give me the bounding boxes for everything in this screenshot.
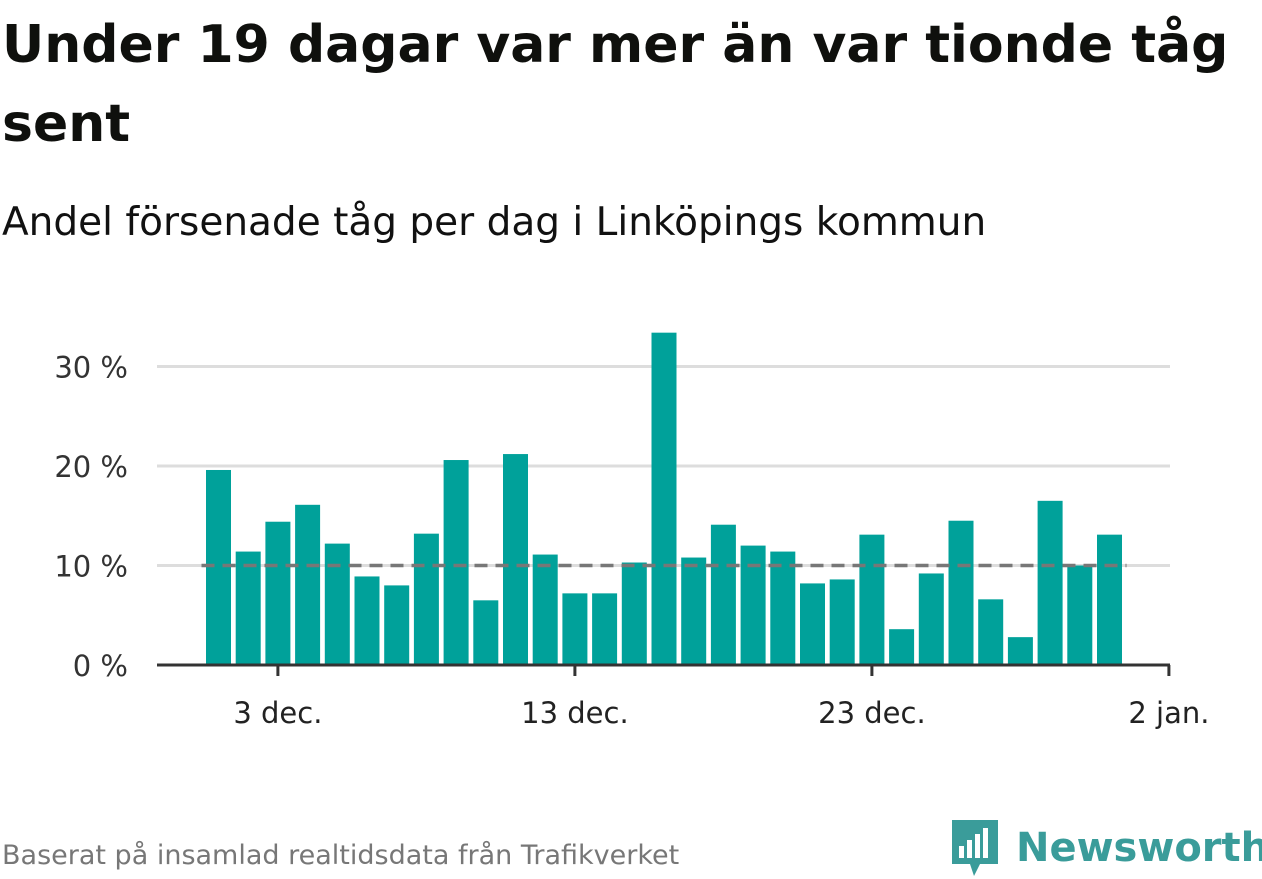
bar [918,573,944,665]
bar [503,454,528,665]
x-tick-label: 3 dec. [233,696,322,730]
bar [592,593,618,665]
x-axis-labels: 3 dec. 13 dec. 23 dec. 2 jan. [233,696,1209,730]
bar [948,520,974,665]
y-tick-label: 20 % [54,450,128,484]
bar [384,585,410,665]
bar [473,600,499,665]
bar [800,583,825,665]
y-tick-label: 10 % [54,550,128,584]
bar [206,469,231,665]
bar [562,593,588,665]
x-tick-label: 23 dec. [818,696,926,730]
bar [1007,637,1033,665]
bar [1097,534,1122,665]
bar [235,551,261,665]
bar [859,534,885,665]
newsworthy-logo-icon [952,820,998,876]
bar [443,460,469,665]
y-tick-label: 0 % [73,649,128,683]
bar [413,533,439,665]
bar [1067,565,1093,665]
bars [206,332,1122,665]
source-note: Baserat på insamlad realtidsdata från Tr… [2,840,680,871]
bar [978,599,1004,665]
bar [710,524,736,665]
chart-subtitle: Andel försenade tåg per dag i Linköpings… [2,200,987,245]
x-tick-label: 13 dec. [521,696,629,730]
bar [354,576,380,665]
bar [889,629,915,665]
brand-name: Newsworthy [1016,825,1262,871]
bar [265,521,291,665]
bar [295,504,321,665]
bar [829,579,855,665]
bar [621,562,647,665]
bar [681,557,707,665]
bar [740,545,766,665]
chart-title: Under 19 dagar var mer än var tionde tåg… [2,15,1229,154]
bar [532,554,558,665]
x-tick-label: 2 jan. [1128,696,1209,730]
bar-chart: 0 % 10 % 20 % 30 % 3 dec. 13 dec. 23 dec. 2 ja… [54,332,1209,730]
x-axis [157,663,1171,676]
bar [651,332,677,665]
y-axis-labels: 0 % 10 % 20 % 30 % [54,351,128,684]
y-tick-label: 30 % [54,351,128,385]
bar [770,551,796,665]
bar [324,543,350,665]
bar [1037,500,1063,665]
brand-logo: Newsworthy [950,818,1262,878]
